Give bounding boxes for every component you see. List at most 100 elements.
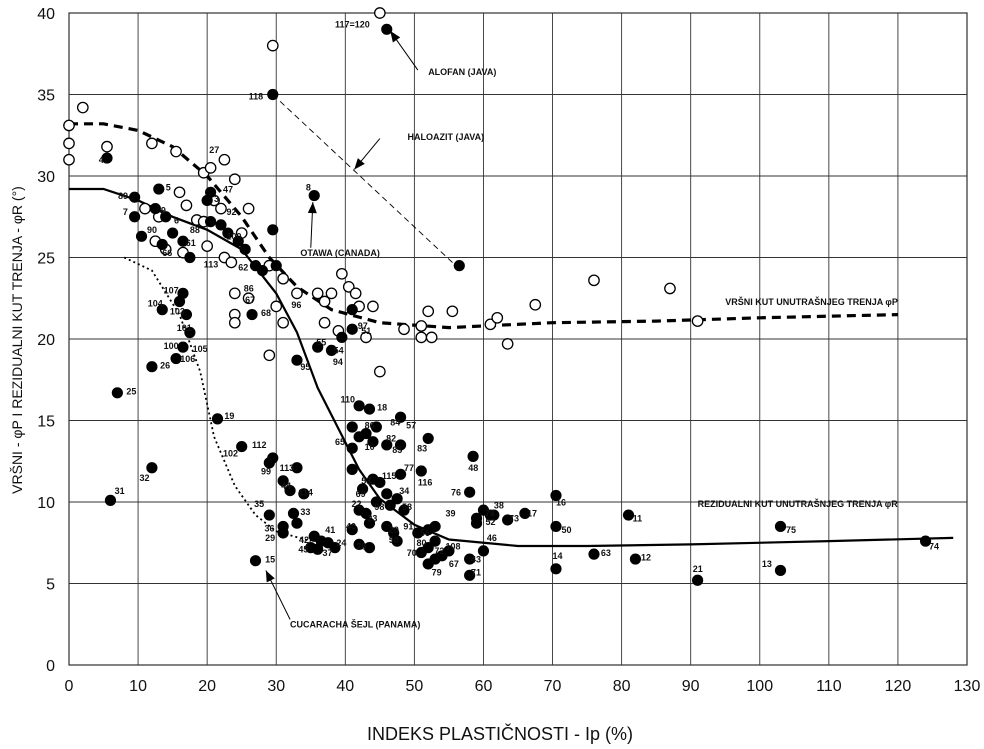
point-label: 13	[762, 559, 772, 569]
residual-data-point	[101, 152, 113, 164]
residual-data-point	[146, 462, 158, 474]
residual-data-point	[173, 295, 186, 308]
point-label: 4	[99, 155, 104, 165]
point-label: 25	[126, 386, 136, 396]
residual-data-point	[246, 308, 258, 321]
peak-data-point	[277, 316, 289, 329]
residual-data-point	[370, 496, 382, 508]
x-tick-label: 60	[475, 678, 493, 695]
residual-data-point	[353, 538, 365, 550]
peak-data-point	[139, 202, 151, 215]
y-tick-label: 40	[37, 6, 55, 23]
residual-data-point	[177, 341, 189, 353]
point-label: 106	[180, 354, 195, 364]
point-label: 61	[186, 238, 196, 248]
point-label: 67	[245, 295, 255, 305]
point-label: 39	[445, 509, 455, 519]
point-label: 77	[404, 463, 414, 473]
peak-data-point	[218, 153, 231, 166]
peak-data-point	[588, 274, 600, 287]
grid	[68, 12, 968, 666]
residual-data-point	[381, 23, 393, 35]
point-label: 14	[553, 551, 563, 561]
residual-data-point	[249, 555, 262, 567]
point-label: 45	[298, 545, 308, 555]
peak-data-point	[228, 287, 241, 300]
residual-data-point	[211, 413, 224, 425]
peak-data-point	[349, 287, 362, 300]
point-label: 83	[417, 443, 427, 453]
point-label: 62	[238, 263, 248, 273]
point-label: 15	[265, 554, 275, 564]
point-label: 55	[316, 338, 326, 348]
y-tick-label: 15	[37, 414, 55, 431]
point-label: 42	[299, 535, 309, 545]
residual-data-point	[129, 191, 141, 203]
point-label: 10	[365, 442, 375, 452]
residual-data-point	[588, 548, 600, 560]
point-label: 12	[641, 553, 651, 563]
data-points	[63, 7, 932, 586]
point-label: 79	[432, 567, 442, 577]
residual-data-point	[919, 535, 932, 547]
point-label: 28	[356, 541, 366, 551]
residual-data-point	[629, 553, 642, 565]
point-label: 18	[377, 403, 387, 413]
point-label: 99	[261, 466, 271, 476]
point-label: 5	[166, 183, 171, 193]
point-label: 7	[123, 207, 128, 217]
point-label: 113	[204, 259, 219, 269]
point-label: 115	[382, 471, 397, 481]
residual-data-point	[215, 219, 227, 231]
point-label: 47	[223, 184, 233, 194]
residual-data-point	[329, 542, 341, 554]
arrow-head	[354, 158, 365, 170]
point-label: 11	[633, 514, 643, 524]
point-label: 97	[358, 321, 368, 331]
peak-data-point	[277, 272, 289, 285]
point-label: 9	[161, 205, 166, 215]
residual-data-point	[184, 251, 196, 264]
annotation-label: HALOAZIT (JAVA)	[407, 132, 484, 142]
residual-data-point	[381, 439, 393, 451]
residual-data-point	[381, 488, 393, 500]
y-tick-label: 5	[46, 577, 55, 594]
x-tick-label: 100	[746, 678, 773, 695]
point-label: 78	[485, 509, 495, 519]
annotation-label: REZIDUALNI KUT UNUTRAŠNJEG TRENJA φR	[698, 498, 899, 509]
peak-data-point	[63, 119, 75, 132]
point-label: 90	[147, 225, 157, 235]
point-label: 68	[261, 308, 271, 318]
point-label: 114	[298, 487, 313, 497]
residual-data-point	[298, 488, 310, 500]
point-label: 32	[139, 473, 149, 483]
residual-data-point	[170, 352, 182, 365]
residual-data-point	[325, 344, 338, 357]
residual-data-point	[412, 527, 424, 539]
peak-data-point	[173, 186, 186, 199]
peak-data-point	[529, 298, 542, 311]
point-label: 117=120	[335, 20, 370, 30]
peak-friction-curve	[69, 122, 898, 330]
y-tick-label: 0	[46, 658, 55, 675]
residual-data-point	[270, 260, 282, 272]
point-label: 82	[386, 434, 396, 444]
residual-data-point	[367, 436, 379, 448]
residual-data-point	[149, 203, 161, 215]
point-label: 100	[226, 232, 241, 242]
peak-data-point	[263, 349, 276, 362]
peak-data-point	[242, 292, 255, 305]
residual-data-point	[104, 494, 117, 506]
peak-data-point	[215, 202, 227, 215]
x-tick-label: 70	[544, 678, 562, 695]
residual-data-point	[156, 238, 168, 251]
residual-data-point	[464, 486, 476, 498]
residual-data-point	[291, 517, 303, 529]
peak-lower-dotted-curve	[123, 256, 312, 542]
trend-curves	[69, 122, 954, 548]
point-label: 88	[190, 225, 200, 235]
arrow-head	[307, 202, 317, 214]
residual-data-point	[374, 476, 386, 489]
annotation-label: CUCARACHA ŠEJL (PANAMA)	[290, 619, 420, 630]
point-label: 8	[306, 183, 311, 193]
